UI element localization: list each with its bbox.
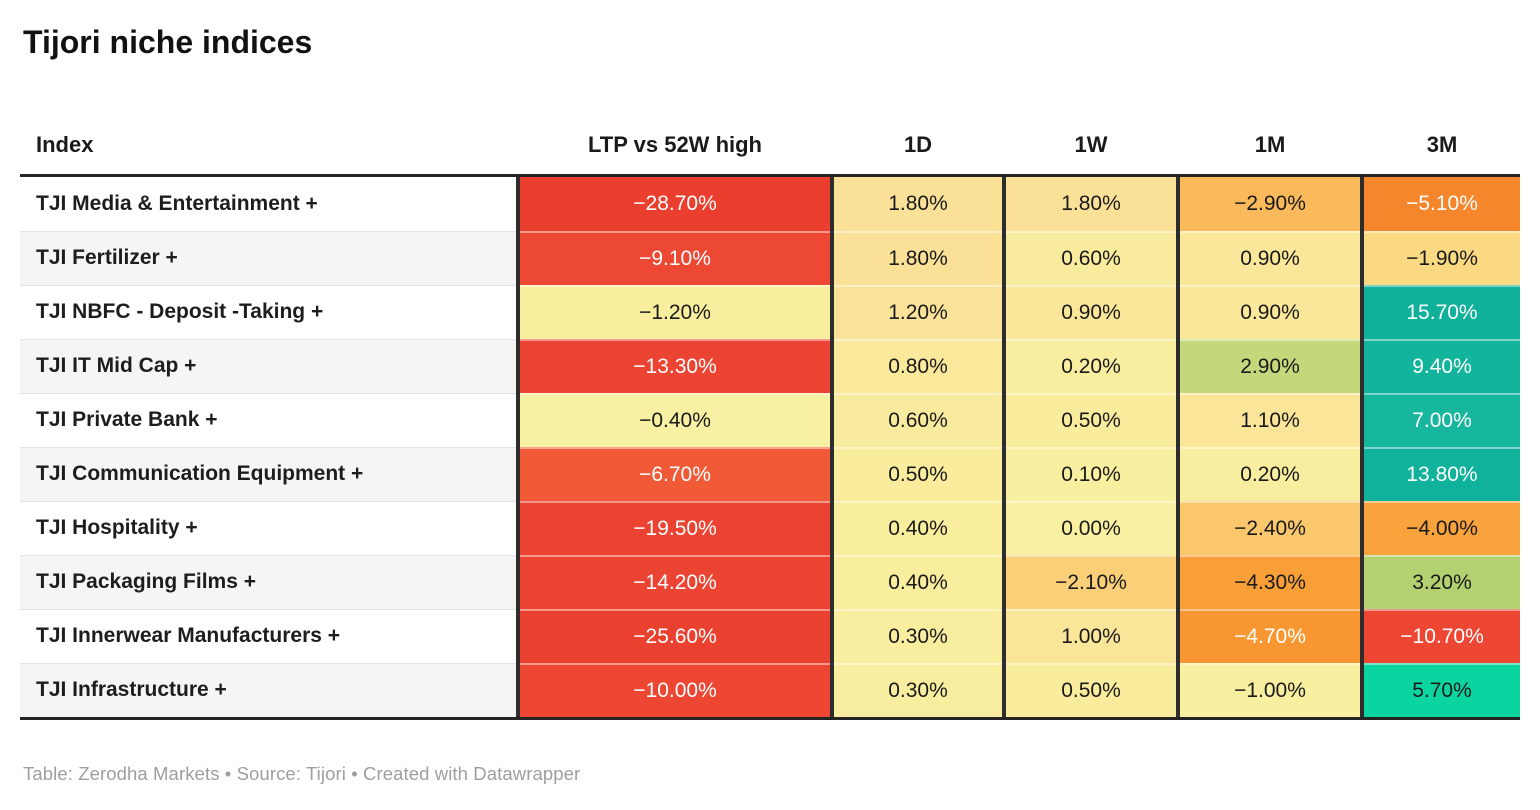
column-header-1d: 1D [903,131,933,157]
value-cell: −5.10% [1364,176,1520,231]
table-row: TJI Packaging Films + −14.20% 0.40% −2.10% −… [20,554,1520,609]
value-cell: −10.70% [1364,608,1520,663]
value-cell: 1.10% [1180,392,1360,447]
value-cell: −2.40% [1180,500,1360,555]
value-cell: 0.20% [1180,446,1360,501]
value-cell: 15.70% [1364,284,1520,339]
value-cell: −25.60% [520,608,830,663]
value-cell: −2.90% [1180,176,1360,231]
value-cell: 0.60% [1006,230,1176,285]
value-cell: 5.70% [1364,662,1520,717]
value-cell: 0.30% [834,662,1002,717]
index-name-cell[interactable]: TJI Communication Equipment + [20,446,516,501]
index-name-cell[interactable]: TJI Packaging Films + [20,554,516,609]
index-name-cell[interactable]: TJI IT Mid Cap + [20,338,516,393]
table-row: TJI Innerwear Manufacturers + −25.60% 0.30… [20,608,1520,663]
value-cell: −4.70% [1180,608,1360,663]
table-row: TJI Media & Entertainment + −28.70% 1.80% 1… [20,176,1520,231]
value-cell: 0.40% [834,500,1002,555]
value-cell: −1.00% [1180,662,1360,717]
column-header-index: Index [36,131,94,157]
value-cell: −0.40% [520,392,830,447]
value-cell: −4.00% [1364,500,1520,555]
value-cell: 2.90% [1180,338,1360,393]
value-cell: −1.20% [520,284,830,339]
value-cell: 0.90% [1180,230,1360,285]
value-cell: 1.80% [834,230,1002,285]
value-cell: 7.00% [1364,392,1520,447]
index-name-cell[interactable]: TJI Private Bank + [20,392,516,447]
value-cell: 9.40% [1364,338,1520,393]
value-cell: −28.70% [520,176,830,231]
value-cell: 0.90% [1006,284,1176,339]
value-cell: 0.50% [834,446,1002,501]
value-cell: −14.20% [520,554,830,609]
index-name-cell[interactable]: TJI Media & Entertainment + [20,176,516,231]
value-cell: 0.00% [1006,500,1176,555]
value-cell: 0.10% [1006,446,1176,501]
value-cell: 1.20% [834,284,1002,339]
value-cell: 0.50% [1006,662,1176,717]
table-row: TJI Private Bank + −0.40% 0.60% 0.50% 1.10% 7… [20,392,1520,447]
value-cell: 1.80% [1006,176,1176,231]
value-cell: 0.60% [834,392,1002,447]
value-cell: 1.80% [834,176,1002,231]
table-body: TJI Media & Entertainment + −28.70% 1.80% 1… [20,173,1520,720]
value-cell: −1.90% [1364,230,1520,285]
value-cell: 0.90% [1180,284,1360,339]
column-header-ltp-52w: LTP vs 52W high [588,131,762,157]
value-cell: 13.80% [1364,446,1520,501]
value-cell: −13.30% [520,338,830,393]
index-name-cell[interactable]: TJI Infrastructure + [20,662,516,717]
value-cell: 3.20% [1364,554,1520,609]
value-cell: −9.10% [520,230,830,285]
value-cell: 0.50% [1006,392,1176,447]
table-row: TJI Communication Equipment + −6.70% 0.50%… [20,446,1520,501]
table-row: TJI Infrastructure + −10.00% 0.30% 0.50% −1.… [20,662,1520,717]
value-cell: −6.70% [520,446,830,501]
table-row: TJI Fertilizer + −9.10% 1.80% 0.60% 0.90% −1.… [20,230,1520,285]
value-cell: −2.10% [1006,554,1176,609]
page-title: Tijori niche indices [23,24,313,60]
index-name-cell[interactable]: TJI Innerwear Manufacturers + [20,608,516,663]
value-cell: 0.30% [834,608,1002,663]
table-row: TJI NBFC - Deposit -Taking + −1.20% 1.20% 0… [20,284,1520,339]
index-name-cell[interactable]: TJI NBFC - Deposit -Taking + [20,284,516,339]
column-header-3m: 3M [1426,131,1458,157]
table-row: TJI IT Mid Cap + −13.30% 0.80% 0.20% 2.90% 9.… [20,338,1520,393]
value-cell: −10.00% [520,662,830,717]
value-cell: 0.80% [834,338,1002,393]
table-row: TJI Hospitality + −19.50% 0.40% 0.00% −2.40%… [20,500,1520,555]
datawrapper-table-widget: Tijori niche indices Index LTP vs 52W hi… [20,24,1520,784]
value-cell: 0.40% [834,554,1002,609]
table-header-row: Index LTP vs 52W high 1D 1W 1M 3M [20,132,1520,174]
value-cell: −4.30% [1180,554,1360,609]
value-cell: 0.20% [1006,338,1176,393]
index-name-cell[interactable]: TJI Fertilizer + [20,230,516,285]
column-header-1w: 1W [1074,131,1108,157]
index-name-cell[interactable]: TJI Hospitality + [20,500,516,555]
value-cell: 1.00% [1006,608,1176,663]
value-cell: −19.50% [520,500,830,555]
attribution-footer: Table: Zerodha Markets • Source: Tijori … [23,762,581,784]
column-header-1m: 1M [1254,131,1286,157]
